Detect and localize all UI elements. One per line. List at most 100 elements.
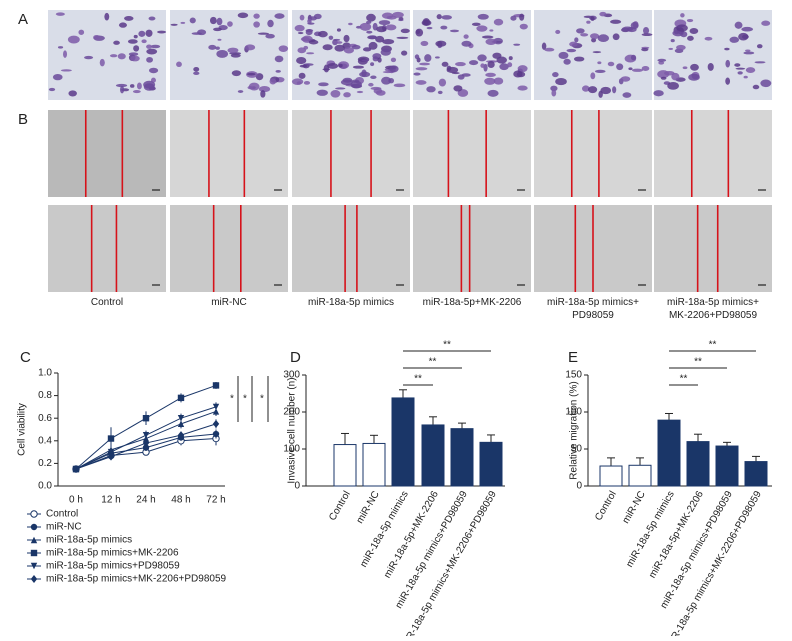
cell [55,12,65,16]
cell [586,20,591,24]
cell [308,39,319,45]
cell [333,38,341,41]
cell [481,35,494,39]
cell [628,67,633,71]
cell [48,87,56,92]
cell [485,38,497,45]
cell [237,12,249,19]
marker [177,415,185,422]
y-axis-title: Cell viability [17,403,28,456]
cell [508,56,513,61]
y-tick-label: 200 [283,407,300,418]
cell [689,28,699,34]
cell [269,78,277,85]
cell [145,29,153,37]
series-line [75,384,217,470]
marker [177,394,185,402]
x-tick-label: 24 h [136,495,155,506]
cell [297,31,304,35]
cell [267,19,274,28]
wound-image [654,110,772,197]
cell [598,90,603,98]
cell [323,64,330,73]
cell [449,29,460,33]
significance: ** [443,340,451,351]
cell [622,92,632,98]
y-tick-label: 100 [283,444,300,455]
cell [306,52,315,55]
cell [469,60,479,66]
bar [450,428,474,487]
cell [366,13,376,22]
cell [641,65,650,71]
cell [60,69,72,72]
marker [30,510,38,518]
cell [274,13,285,19]
cell [52,73,63,81]
cell [291,78,304,85]
cell [343,92,351,98]
legend-label: miR-18a-5p mimics+MK-2206+PD98059 [46,574,227,585]
cell [420,40,429,46]
cell [592,51,602,54]
cell [133,34,138,39]
cell [513,43,521,46]
cell [376,26,387,33]
cell [735,67,746,70]
cell [316,89,328,96]
cell [455,62,466,67]
legend-label: miR-18a-5p mimics+PD98059 [46,561,180,572]
marker [177,420,185,428]
cell [441,61,449,67]
cell [419,62,431,66]
cell [382,38,395,45]
x-tick-label: Control [593,489,619,522]
cell [136,82,142,90]
cell [756,44,763,49]
cell [590,16,595,21]
image-label: Control [91,297,123,308]
x-tick-label: 0 h [69,495,83,506]
cell [620,76,631,82]
wound-image [48,110,166,197]
cell [682,66,688,70]
cell [477,13,489,20]
legend-label: miR-18a-5p mimics+MK-2206 [46,548,179,559]
cell [461,40,472,47]
cell [68,90,77,97]
cell [643,26,650,35]
cell [667,82,679,90]
cell [760,79,772,88]
cell [607,61,615,67]
cell [138,30,146,37]
cell [415,80,427,85]
y-tick-label: 0.2 [38,458,52,469]
marker [142,431,150,439]
cell [390,57,397,63]
y-tick-label: 0.0 [38,481,52,492]
cell [676,24,688,32]
cell [143,80,156,89]
cell [597,61,602,65]
cell [541,42,547,50]
cell [477,54,487,62]
cell [328,35,334,40]
panel-label: B [18,111,28,128]
cell [734,21,743,29]
cell [653,90,664,97]
cell [492,52,502,59]
label-line: PD98059 [572,310,614,321]
label-line: miR-18a-5p mimics+ [547,297,639,308]
cell [57,46,64,49]
cell [484,77,496,85]
cell [707,63,714,71]
significance: ** [694,357,702,368]
marker [30,523,38,531]
cell [517,65,528,73]
cell [388,78,395,84]
panel-label: E [568,349,578,366]
cell [414,54,420,60]
cell [499,63,509,71]
x-tick-label: miR-NC [621,489,648,525]
cell [724,47,730,51]
